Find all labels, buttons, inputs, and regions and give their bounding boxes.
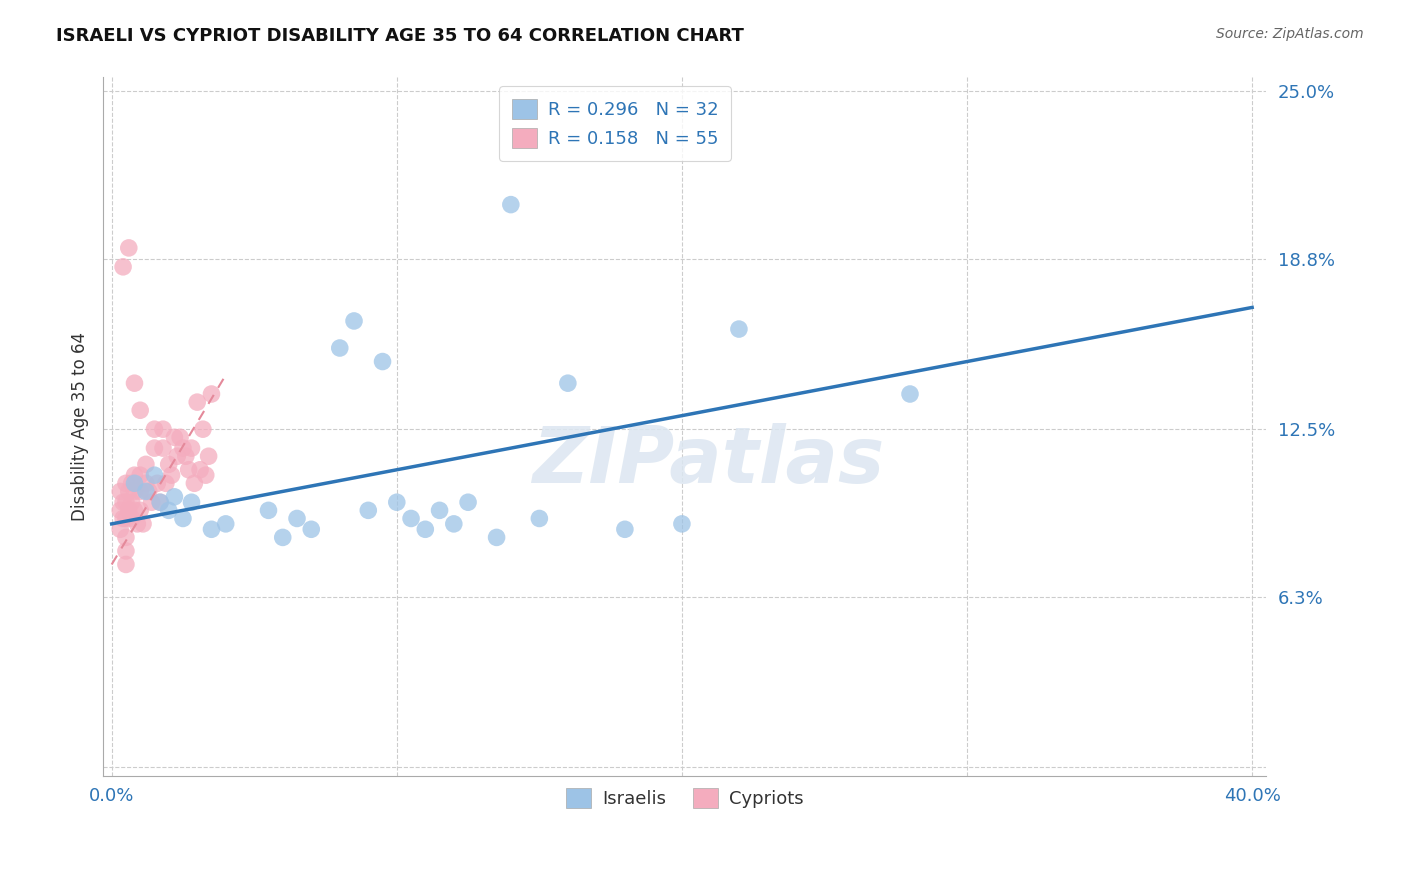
Point	[118, 484, 141, 499]
Point	[343, 314, 366, 328]
Point	[169, 430, 191, 444]
Point	[898, 387, 921, 401]
Point	[166, 449, 188, 463]
Point	[215, 516, 238, 531]
Point	[115, 511, 138, 525]
Point	[129, 403, 152, 417]
Point	[180, 441, 202, 455]
Point	[141, 495, 163, 509]
Point	[385, 495, 408, 509]
Legend: Israelis, Cypriots: Israelis, Cypriots	[558, 781, 811, 815]
Point	[143, 468, 166, 483]
Point	[118, 503, 141, 517]
Point	[191, 422, 214, 436]
Point	[135, 476, 157, 491]
Point	[127, 516, 149, 531]
Point	[112, 495, 135, 509]
Point	[110, 522, 132, 536]
Point	[728, 322, 751, 336]
Point	[121, 495, 143, 509]
Point	[124, 476, 146, 491]
Point	[197, 449, 219, 463]
Point	[499, 197, 522, 211]
Point	[188, 463, 211, 477]
Point	[135, 458, 157, 472]
Point	[112, 260, 135, 274]
Point	[163, 490, 186, 504]
Point	[112, 511, 135, 525]
Point	[329, 341, 352, 355]
Point	[200, 387, 222, 401]
Point	[115, 558, 138, 572]
Point	[413, 522, 436, 536]
Point	[118, 241, 141, 255]
Point	[115, 495, 138, 509]
Point	[271, 530, 294, 544]
Point	[152, 422, 174, 436]
Point	[124, 376, 146, 391]
Point	[529, 511, 551, 525]
Point	[121, 476, 143, 491]
Point	[160, 468, 183, 483]
Point	[138, 484, 160, 499]
Point	[115, 476, 138, 491]
Text: ISRAELI VS CYPRIOT DISABILITY AGE 35 TO 64 CORRELATION CHART: ISRAELI VS CYPRIOT DISABILITY AGE 35 TO …	[56, 27, 744, 45]
Point	[149, 495, 172, 509]
Point	[129, 503, 152, 517]
Point	[149, 495, 172, 509]
Point	[613, 522, 636, 536]
Point	[557, 376, 579, 391]
Point	[194, 468, 217, 483]
Point	[129, 484, 152, 499]
Point	[183, 476, 205, 491]
Point	[399, 511, 422, 525]
Point	[174, 449, 197, 463]
Point	[124, 484, 146, 499]
Point	[110, 503, 132, 517]
Point	[172, 511, 194, 525]
Point	[163, 430, 186, 444]
Point	[143, 422, 166, 436]
Point	[110, 484, 132, 499]
Point	[671, 516, 693, 531]
Point	[135, 484, 157, 499]
Y-axis label: Disability Age 35 to 64: Disability Age 35 to 64	[72, 332, 89, 521]
Point	[180, 495, 202, 509]
Point	[285, 511, 308, 525]
Point	[443, 516, 465, 531]
Point	[115, 544, 138, 558]
Point	[200, 522, 222, 536]
Text: ZIPatlas: ZIPatlas	[531, 424, 884, 500]
Text: Source: ZipAtlas.com: Source: ZipAtlas.com	[1216, 27, 1364, 41]
Point	[124, 468, 146, 483]
Point	[152, 441, 174, 455]
Point	[186, 395, 208, 409]
Point	[257, 503, 280, 517]
Point	[157, 503, 180, 517]
Point	[457, 495, 479, 509]
Point	[485, 530, 508, 544]
Point	[155, 476, 177, 491]
Point	[121, 511, 143, 525]
Point	[177, 463, 200, 477]
Point	[115, 530, 138, 544]
Point	[132, 516, 155, 531]
Point	[172, 441, 194, 455]
Point	[146, 476, 169, 491]
Point	[299, 522, 322, 536]
Point	[124, 503, 146, 517]
Point	[157, 458, 180, 472]
Point	[371, 354, 394, 368]
Point	[143, 441, 166, 455]
Point	[129, 468, 152, 483]
Point	[357, 503, 380, 517]
Point	[429, 503, 451, 517]
